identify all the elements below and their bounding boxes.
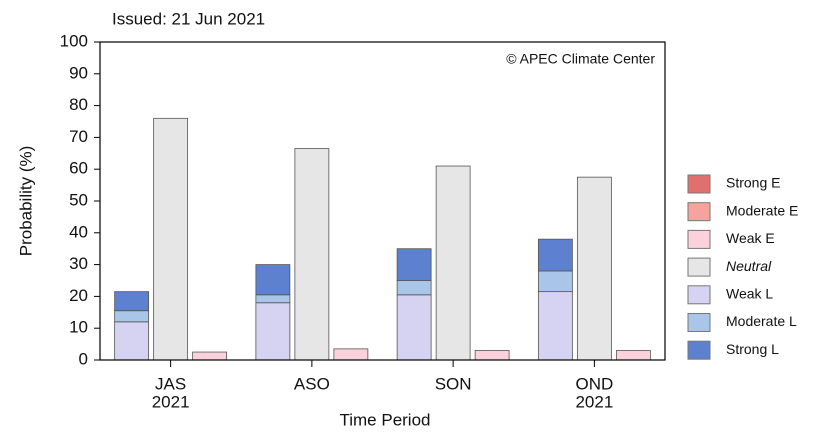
y-tick-label: 50 <box>69 190 88 209</box>
bar-segment <box>396 294 432 361</box>
annotation: © APEC Climate Center <box>506 51 655 67</box>
x-tick-sublabel: 2021 <box>152 392 190 411</box>
bar-segment <box>396 248 432 281</box>
bar-segment <box>114 310 150 323</box>
legend-swatch <box>687 202 711 222</box>
x-tick-label: JAS <box>155 374 186 393</box>
y-tick-label: 20 <box>69 286 88 305</box>
legend-label: Moderate L <box>726 313 797 329</box>
y-tick-label: 80 <box>69 95 88 114</box>
y-tick-label: 30 <box>69 254 88 273</box>
bar-segment <box>114 321 150 361</box>
bar-segment <box>333 348 369 361</box>
legend-label: Moderate E <box>726 202 798 218</box>
y-tick-label: 60 <box>69 159 88 178</box>
y-tick-label: 90 <box>69 63 88 82</box>
bar-segment <box>576 176 612 361</box>
bar-segment <box>474 350 510 361</box>
y-tick-label: 40 <box>69 222 88 241</box>
legend-swatch <box>687 313 711 332</box>
y-tick-label: 0 <box>79 349 88 368</box>
y-tick-label: 10 <box>69 318 88 337</box>
plot-frame <box>99 41 666 361</box>
legend-label: Weak E <box>726 230 775 246</box>
bar-segment <box>537 238 573 272</box>
x-tick-label: ASO <box>294 374 330 393</box>
bar-segment <box>255 294 291 304</box>
legend-swatch <box>687 340 711 360</box>
y-tick-label: 70 <box>69 127 88 146</box>
legend-swatch <box>687 229 711 249</box>
legend-label: Neutral <box>726 258 772 274</box>
bar-segment <box>435 165 471 361</box>
bar-segment <box>114 291 150 312</box>
bar-segment <box>255 302 291 361</box>
bar-segment <box>294 148 330 361</box>
y-axis-label: Probability (%) <box>16 146 35 257</box>
bar-segment <box>153 117 189 361</box>
legend-swatch <box>687 174 711 194</box>
legend-label: Weak L <box>726 286 773 302</box>
x-axis-label: Time Period <box>339 410 430 429</box>
bar-segment <box>192 351 228 361</box>
bar-segment <box>255 264 291 296</box>
bar-segment <box>537 291 573 361</box>
legend-swatch <box>687 285 711 305</box>
bar-segment <box>537 270 573 293</box>
legend-swatch <box>687 257 711 277</box>
x-tick-label: OND <box>575 374 613 393</box>
legend-label: Strong E <box>726 175 780 191</box>
legend-label: Strong L <box>726 341 779 357</box>
y-tick-label: 100 <box>60 31 88 50</box>
bar-segment <box>396 280 432 296</box>
x-tick-sublabel: 2021 <box>575 392 613 411</box>
chart-title: Issued: 21 Jun 2021 <box>112 9 265 28</box>
bar-segment <box>615 350 651 361</box>
x-tick-label: SON <box>435 374 472 393</box>
